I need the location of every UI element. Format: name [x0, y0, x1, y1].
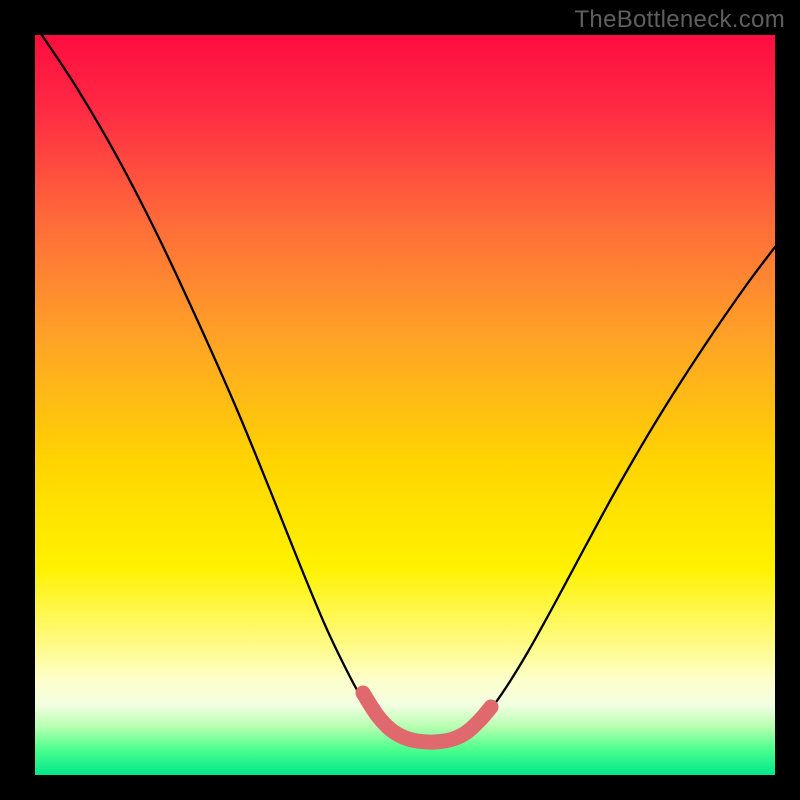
watermark-text: TheBottleneck.com: [574, 6, 785, 34]
bottleneck-chart: [0, 0, 800, 800]
plot-background: [35, 35, 775, 775]
chart-outer: TheBottleneck.com: [0, 0, 800, 800]
